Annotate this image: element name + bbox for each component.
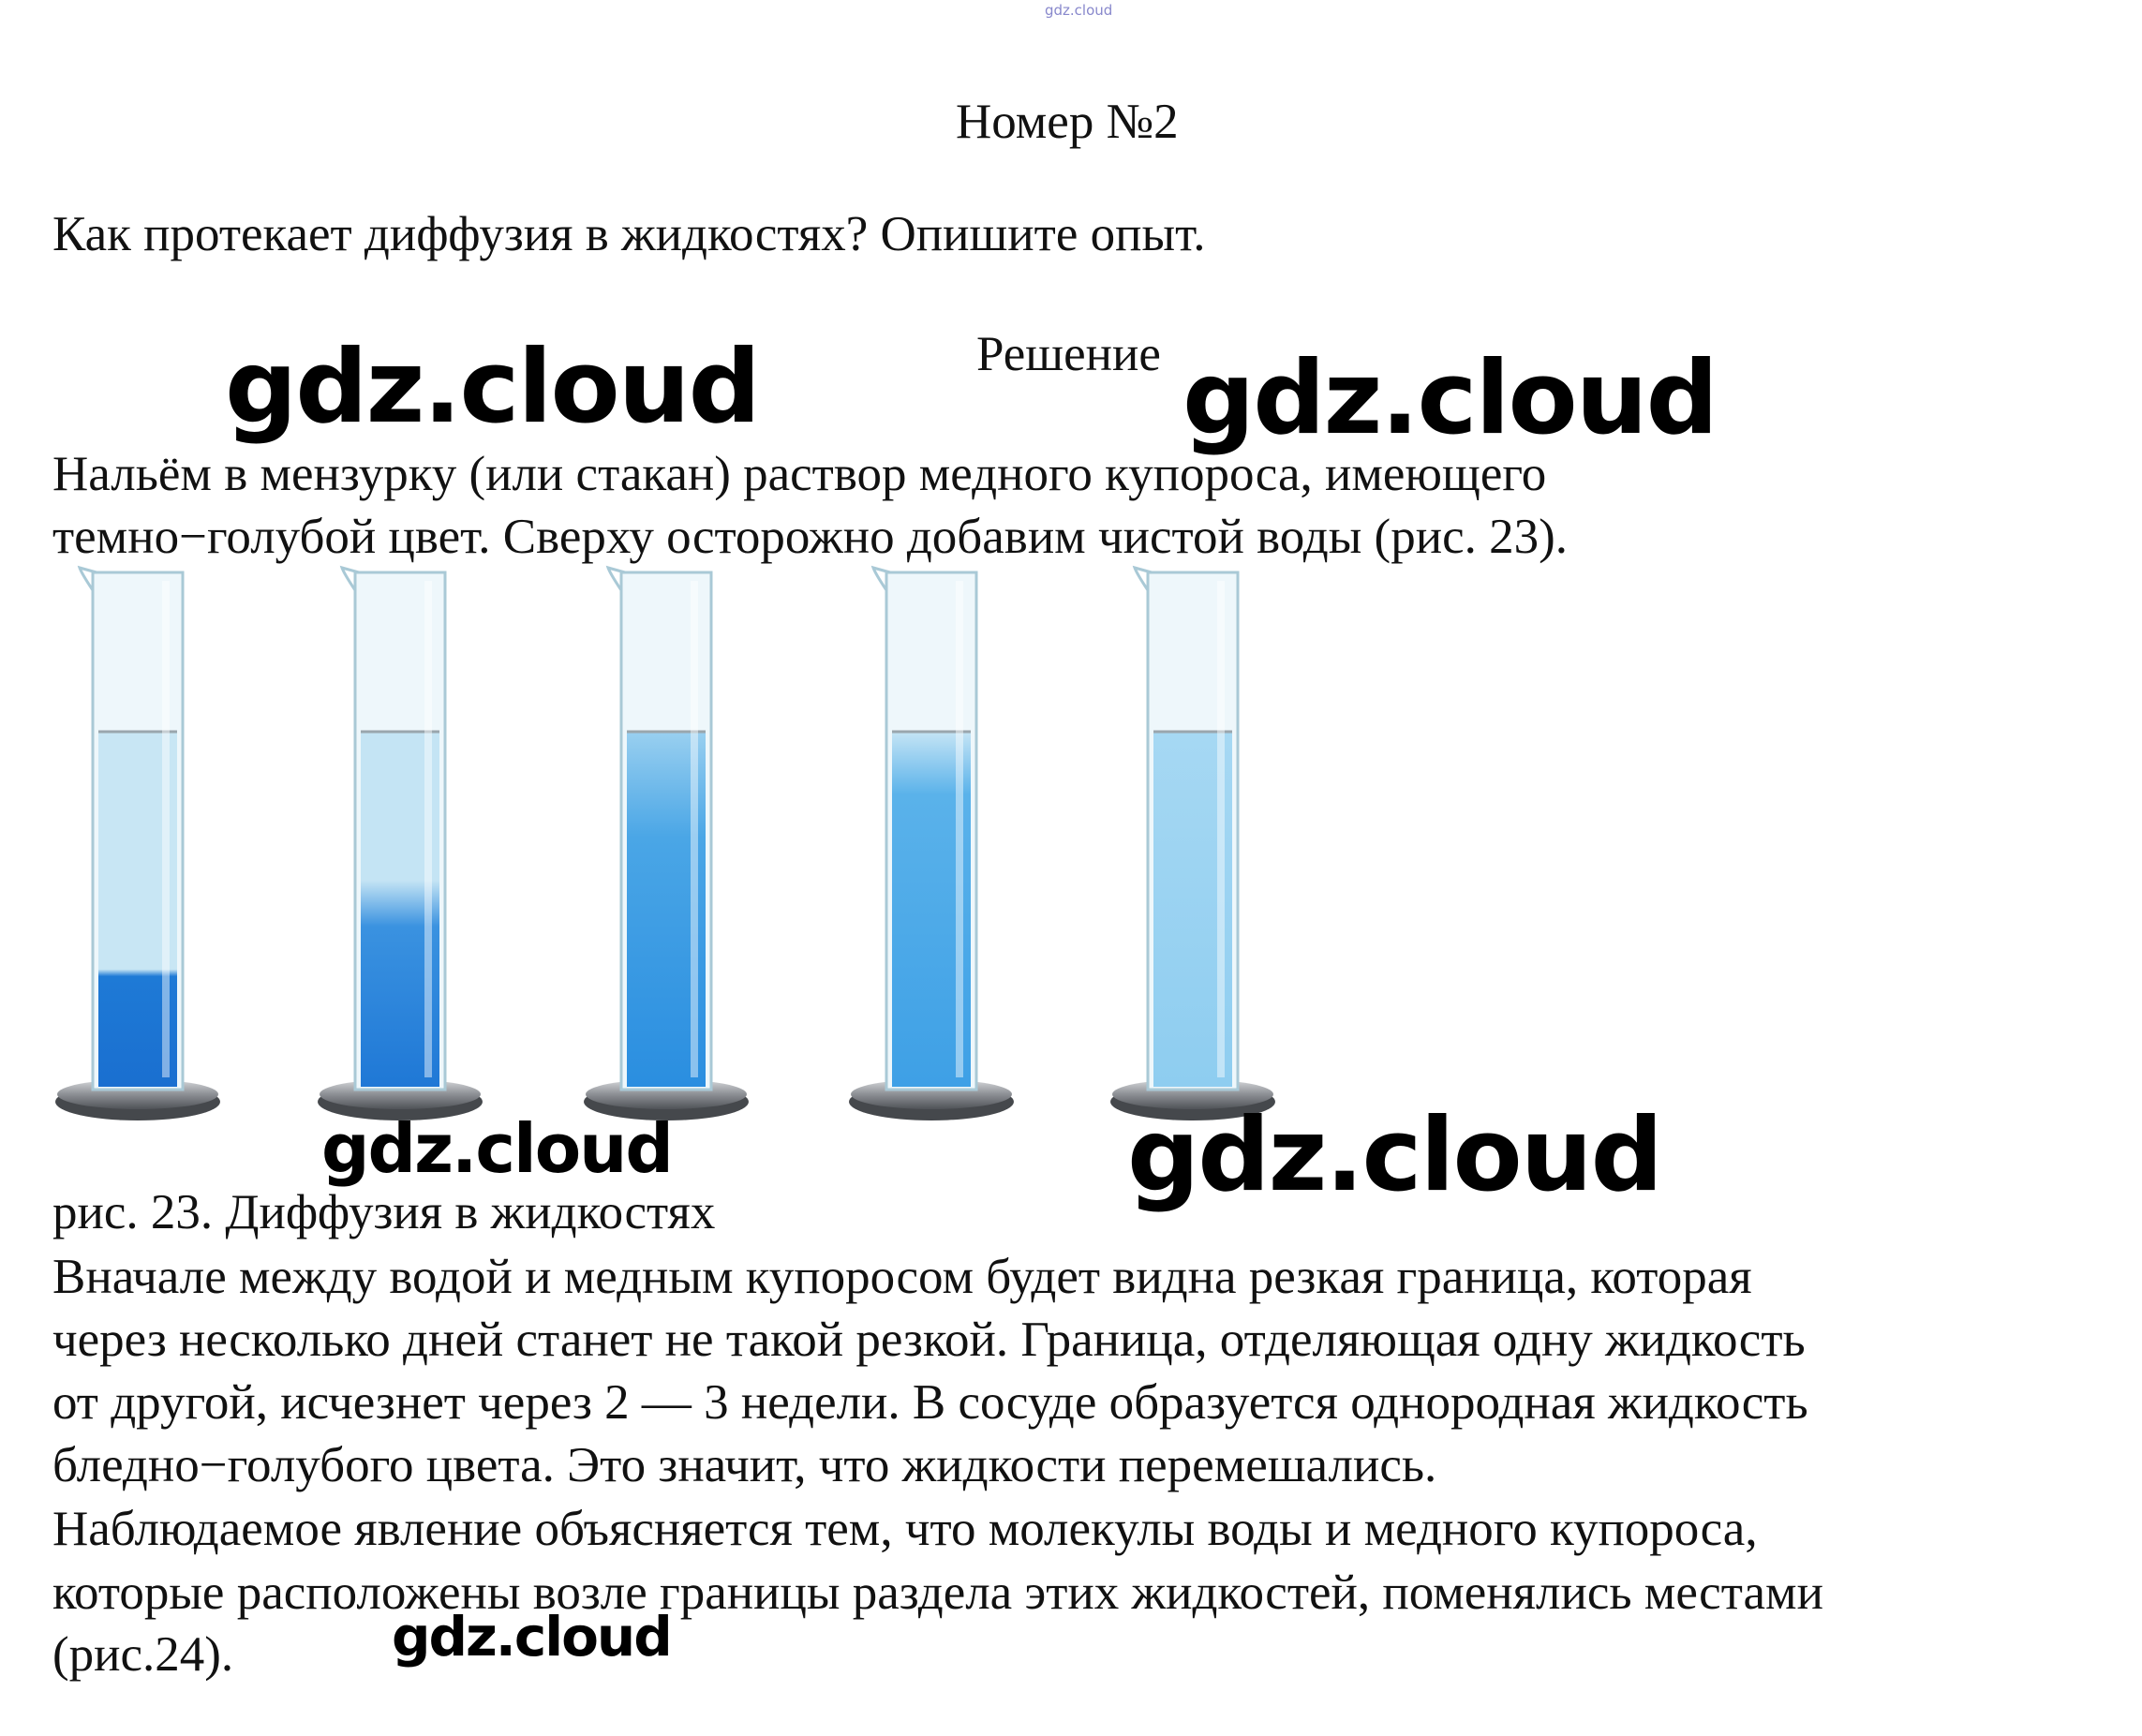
liquid	[1153, 731, 1232, 1087]
liquid	[98, 731, 177, 1087]
paragraph-line: Наблюдаемое явление объясняется тем, что…	[52, 1502, 1758, 1556]
watermark: gdz.cloud	[1127, 1097, 1663, 1214]
paragraph-line: от другой, исчезнет через 2 — 3 недели. …	[52, 1375, 1808, 1430]
watermark: gdz.cloud	[392, 1605, 673, 1669]
glass-highlight	[1217, 581, 1225, 1077]
top-watermark: gdz.cloud	[1045, 2, 1113, 19]
paragraph-line: бледно−голубого цвета. Это значит, что ж…	[52, 1438, 1437, 1492]
paragraph-line: темно−голубой цвет. Сверху осторожно доб…	[52, 510, 1568, 564]
cylinder-spout	[77, 565, 97, 591]
watermark: gdz.cloud	[225, 329, 761, 446]
liquid	[361, 731, 439, 1087]
solution-label: Решение	[976, 327, 1161, 381]
paragraph-line: которые расположены возле границы раздел…	[52, 1565, 1823, 1620]
watermark: gdz.cloud	[1183, 340, 1718, 457]
figure-caption: рис. 23. Диффузия в жидкостях	[52, 1185, 716, 1239]
glass-highlight	[162, 581, 170, 1077]
figure	[55, 565, 1275, 1120]
cylinder-spout	[1132, 565, 1153, 591]
question: Как протекает диффузия в жидкостях? Опиш…	[52, 207, 1206, 261]
paragraph-line: через несколько дней станет не такой рез…	[52, 1313, 1806, 1367]
glass-highlight	[691, 581, 698, 1077]
paragraph-line: Нальём в мензурку (или стакан) раствор м…	[52, 447, 1547, 501]
title: Номер №2	[956, 95, 1179, 149]
watermark: gdz.cloud	[321, 1109, 674, 1188]
glass-highlight	[424, 581, 432, 1077]
glass-highlight	[956, 581, 963, 1077]
liquid	[892, 731, 971, 1087]
liquid	[627, 731, 706, 1087]
cylinder-spout	[339, 565, 360, 591]
paragraph-line: Вначале между водой и медным купоросом б…	[52, 1250, 1752, 1304]
paragraph-line: (рис.24).	[52, 1627, 234, 1682]
cylinder-spout	[605, 565, 626, 591]
cylinder-spout	[870, 565, 891, 591]
